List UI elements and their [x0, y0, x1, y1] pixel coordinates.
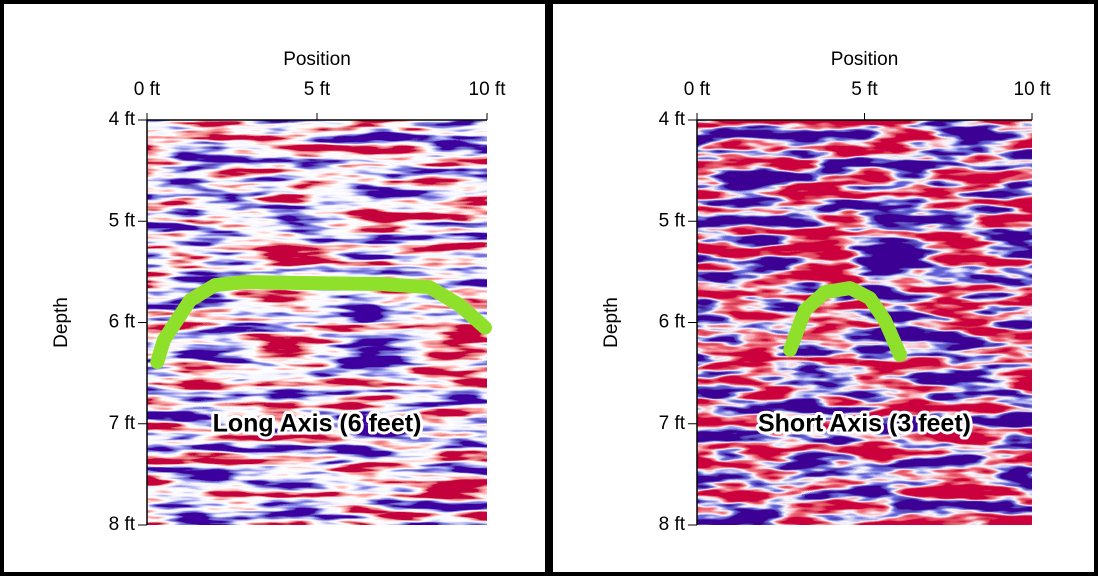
radargram	[697, 120, 1032, 525]
x-tick-label: 10 ft	[1014, 79, 1052, 100]
annotation: Short Axis (3 feet)	[758, 410, 971, 438]
outline-curve	[783, 281, 908, 362]
radargram	[147, 120, 487, 525]
y-tick-label: 7 ft	[659, 413, 686, 434]
y-tick-label: 7 ft	[109, 413, 136, 434]
y-tick-label: 5 ft	[109, 210, 136, 231]
y-tick-label: 4 ft	[109, 109, 136, 130]
x-axis-title: Position	[283, 49, 351, 70]
x-tick-label: 10 ft	[469, 79, 507, 100]
x-axis-title: Position	[831, 49, 899, 70]
y-tick-label: 6 ft	[109, 312, 136, 333]
y-axis-title: Depth	[51, 297, 72, 348]
x-tick-label: 5 ft	[304, 79, 331, 100]
y-axis-title: Depth	[601, 297, 622, 348]
y-tick-label: 4 ft	[659, 109, 686, 130]
x-tick-label: 0 ft	[684, 79, 711, 100]
x-tick-label: 5 ft	[851, 79, 878, 100]
annotation: Long Axis (6 feet)	[213, 410, 422, 438]
outline-curve	[150, 275, 492, 369]
x-tick-label: 0 ft	[134, 79, 161, 100]
y-tick-label: 8 ft	[109, 514, 136, 535]
y-tick-label: 8 ft	[659, 514, 686, 535]
y-tick-label: 5 ft	[659, 210, 686, 231]
y-tick-label: 6 ft	[659, 312, 686, 333]
